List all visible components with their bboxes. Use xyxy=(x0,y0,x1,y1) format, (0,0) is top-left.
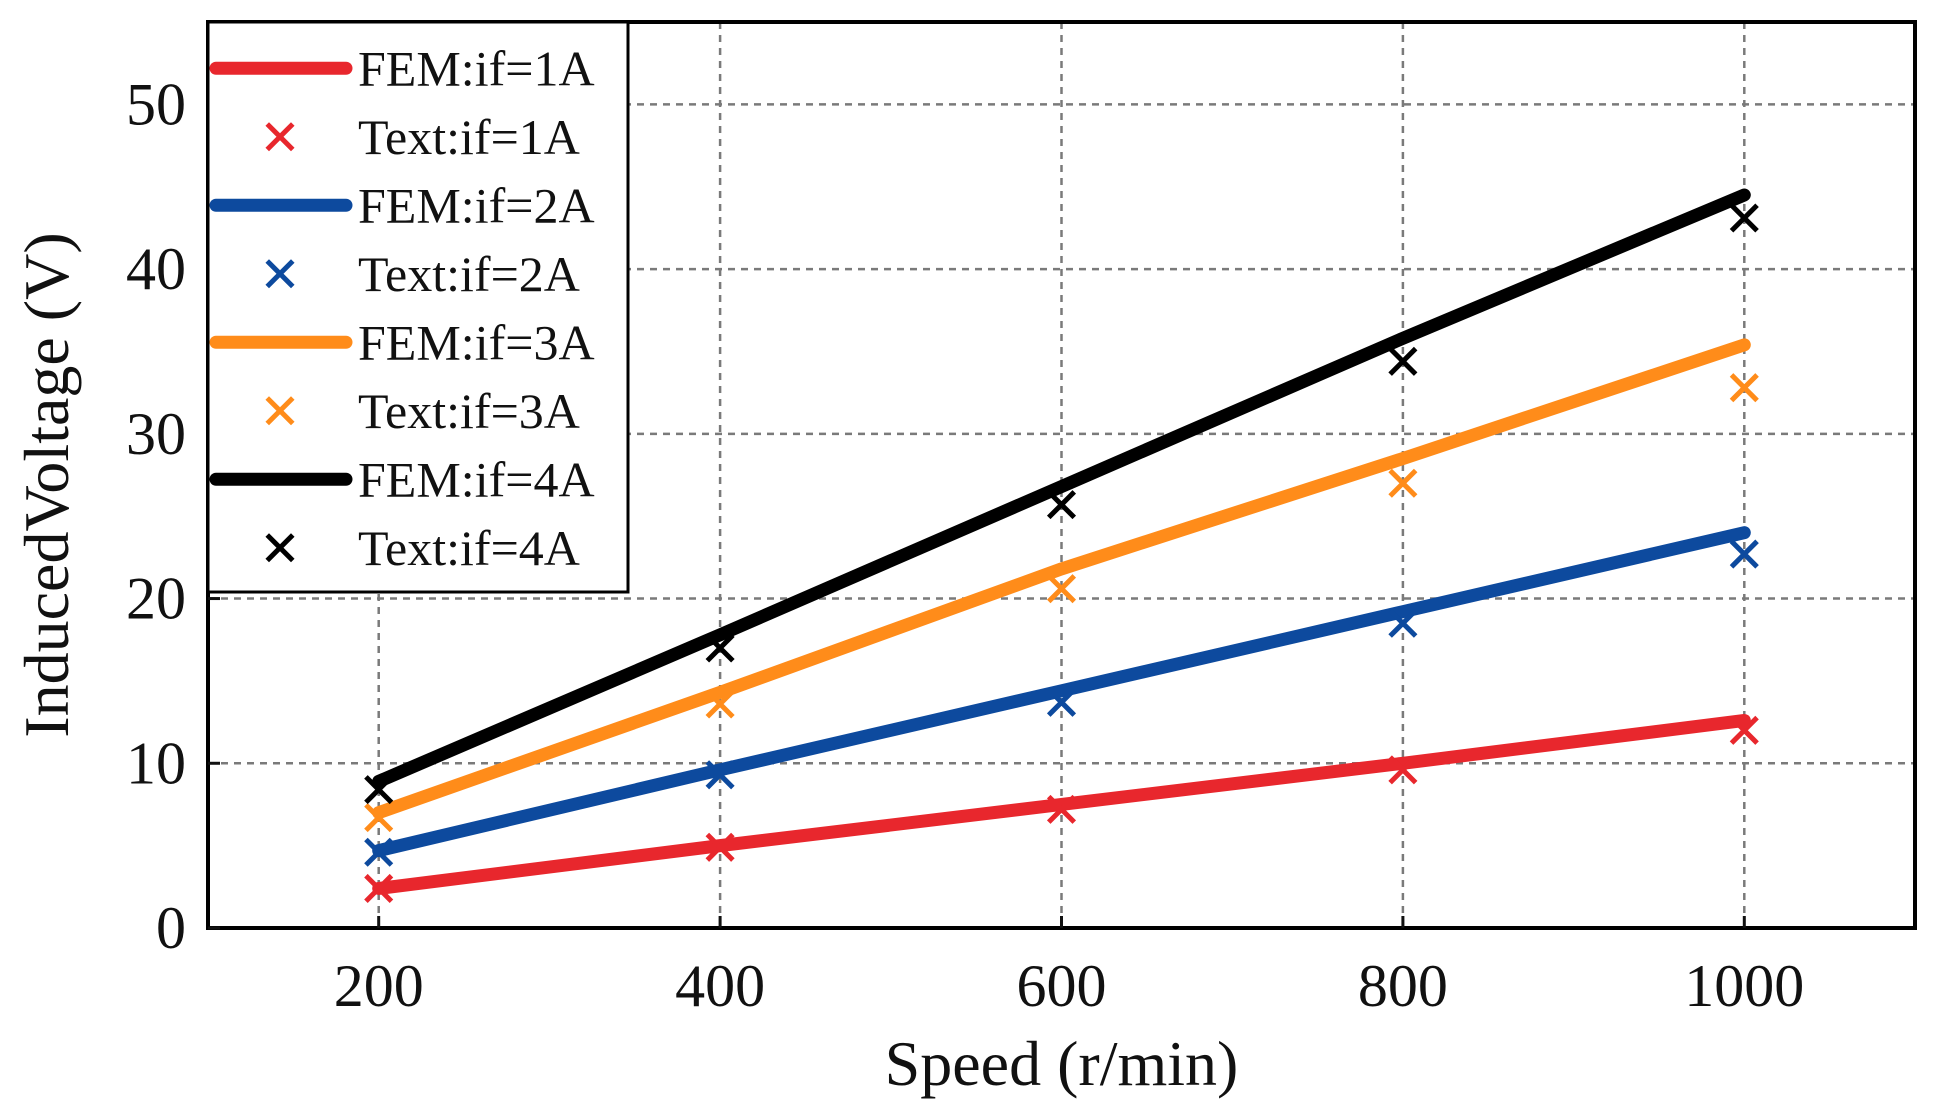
y-axis-label: InducedVoltage (V) xyxy=(11,232,82,737)
legend-swatch-text-if-2a xyxy=(265,259,295,289)
data-point-text-if-1a-200 xyxy=(364,873,394,904)
series-layer xyxy=(364,188,1759,904)
legend-item-fem-if-2a: FEM:if=2A xyxy=(209,177,595,233)
legend-label-text-if-4a: Text:if=4A xyxy=(358,520,580,576)
legend-label-fem-if-4a: FEM:if=4A xyxy=(358,451,595,507)
y-tick-label-50: 50 xyxy=(126,71,186,137)
data-point-text-if-1a-600 xyxy=(1046,794,1077,824)
data-point-text-if-1a-1000 xyxy=(1729,715,1759,745)
data-point-text-if-1a-800 xyxy=(1388,755,1418,785)
x-axis-label: Speed (r/min) xyxy=(885,1028,1239,1099)
series-line-fem-if-3a xyxy=(372,338,1751,820)
data-point-text-if-4a-800 xyxy=(1388,346,1418,376)
y-tick-label-10: 10 xyxy=(126,730,186,796)
legend-item-text-if-3a: Text:if=3A xyxy=(265,383,580,439)
legend-item-fem-if-4a: FEM:if=4A xyxy=(209,451,595,507)
legend-item-fem-if-3a: FEM:if=3A xyxy=(209,314,595,370)
legend-label-text-if-3a: Text:if=3A xyxy=(358,383,580,439)
legend-swatch-text-if-4a xyxy=(265,533,295,563)
legend-item-fem-if-1a: FEM:if=1A xyxy=(209,40,595,96)
legend-box xyxy=(206,20,630,594)
y-tick-label-30: 30 xyxy=(126,401,186,467)
legend-item-text-if-4a: Text:if=4A xyxy=(265,520,580,576)
data-point-text-if-3a-600 xyxy=(1046,574,1077,604)
legend-label-text-if-2a: Text:if=2A xyxy=(358,246,580,302)
data-point-text-if-4a-1000 xyxy=(1729,203,1759,233)
data-point-text-if-2a-1000 xyxy=(1729,539,1759,569)
data-point-text-if-3a-200 xyxy=(364,803,394,833)
x-tick-label-800: 800 xyxy=(1358,953,1448,1019)
legend-item-text-if-2a: Text:if=2A xyxy=(265,246,580,302)
axis-ticks: 200 400 600 800 1000 0 10 20 30 40 50 xyxy=(126,71,1804,1019)
series-line-fem-if-1a xyxy=(372,713,1751,895)
data-point-text-if-3a-800 xyxy=(1388,468,1418,498)
series-line-fem-if-4a xyxy=(372,188,1751,788)
series-text-if-1a xyxy=(364,715,1759,904)
series-fem-if-2a xyxy=(372,526,1751,858)
data-point-text-if-3a-1000 xyxy=(1729,373,1759,403)
data-point-text-if-4a-200 xyxy=(364,775,394,805)
x-tick-label-600: 600 xyxy=(1017,953,1107,1019)
series-text-if-2a xyxy=(364,539,1759,867)
legend-label-fem-if-3a: FEM:if=3A xyxy=(358,314,595,370)
series-fem-if-4a xyxy=(372,188,1751,788)
legend-label-text-if-1a: Text:if=1A xyxy=(358,109,580,165)
series-fem-if-3a xyxy=(372,338,1751,820)
x-tick-label-200: 200 xyxy=(334,953,424,1019)
data-point-text-if-2a-600 xyxy=(1046,687,1077,717)
legend-swatch-text-if-3a xyxy=(265,396,295,426)
y-tick-label-40: 40 xyxy=(126,236,186,302)
legend-swatch-text-if-1a xyxy=(265,122,295,152)
data-point-text-if-2a-400 xyxy=(705,760,735,790)
legend-label-fem-if-1a: FEM:if=1A xyxy=(358,40,595,96)
series-fem-if-1a xyxy=(372,713,1751,895)
series-text-if-3a xyxy=(364,373,1759,833)
y-tick-label-20: 20 xyxy=(126,566,186,632)
data-point-text-if-1a-400 xyxy=(705,832,735,862)
legend-label-fem-if-2a: FEM:if=2A xyxy=(358,177,595,233)
data-point-text-if-2a-200 xyxy=(364,837,394,867)
x-tick-label-1000: 1000 xyxy=(1684,953,1804,1019)
data-point-text-if-4a-600 xyxy=(1046,490,1077,520)
x-tick-label-400: 400 xyxy=(675,953,765,1019)
y-tick-label-0: 0 xyxy=(156,895,186,961)
series-text-if-4a xyxy=(364,203,1759,805)
data-point-text-if-4a-400 xyxy=(705,633,735,663)
data-point-text-if-2a-800 xyxy=(1388,608,1418,638)
data-point-text-if-3a-400 xyxy=(705,689,735,719)
legend: FEM:if=1A Text:if=1A FEM:if=2A Text:if=2A FE… xyxy=(206,20,630,594)
series-line-fem-if-2a xyxy=(372,526,1751,858)
legend-item-text-if-1a: Text:if=1A xyxy=(265,109,580,165)
